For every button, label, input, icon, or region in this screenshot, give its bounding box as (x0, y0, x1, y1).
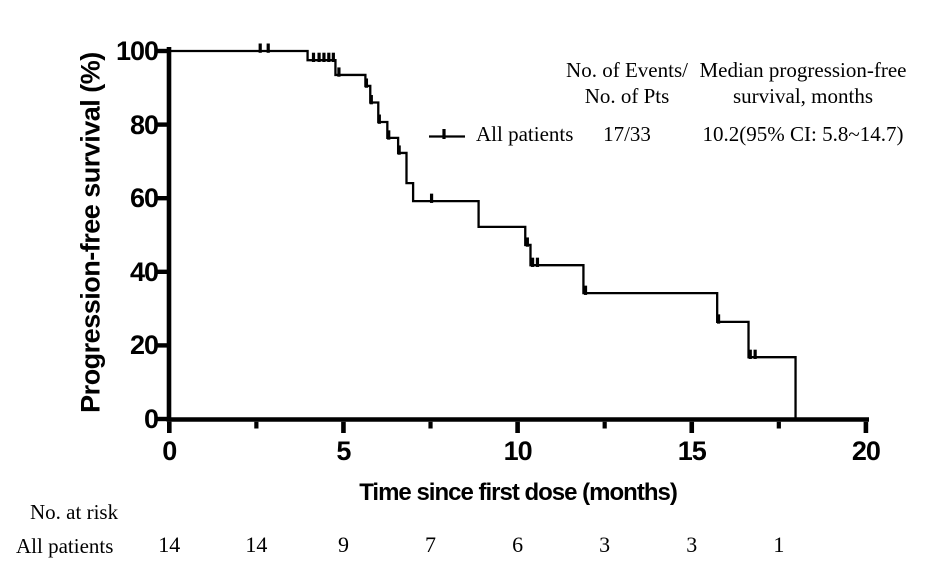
x-tick-label: 0 (162, 436, 177, 466)
x-axis-title: Time since first dose (months) (359, 479, 678, 506)
risk-table-value: 14 (158, 532, 181, 557)
x-tick-label: 20 (851, 436, 881, 466)
legend-header-median-line2: survival, months (733, 84, 873, 108)
risk-table-value: 6 (512, 532, 524, 557)
risk-table-value: 3 (686, 532, 698, 557)
legend-events-value: 17/33 (603, 122, 651, 146)
risk-table-value: 7 (425, 532, 437, 557)
legend-series-label: All patients (476, 122, 574, 146)
y-axis-title: Progression-free survival (%) (75, 52, 106, 413)
x-tick-label: 10 (503, 436, 533, 466)
legend-median-value: 10.2(95% CI: 5.8~14.7) (702, 122, 904, 146)
x-tick-label: 15 (677, 436, 707, 466)
risk-table-value: 1 (773, 532, 785, 557)
legend-header-events-line1: No. of Events/ (566, 58, 688, 82)
risk-table-title: No. at risk (30, 500, 119, 524)
censor-marker-icon (429, 129, 465, 139)
y-tick-label: 40 (129, 256, 159, 287)
x-tick-label: 5 (336, 436, 351, 466)
legend-header-events-line2: No. of Pts (584, 84, 670, 108)
y-tick-label: 0 (143, 404, 159, 434)
legend-header-median: Median progression-free survival, months (653, 57, 931, 109)
y-tick-label: 20 (129, 330, 159, 361)
risk-table-value: 9 (337, 532, 349, 557)
y-tick-label: 60 (129, 183, 159, 214)
y-tick-label: 100 (115, 36, 159, 66)
legend-header-median-line1: Median progression-free (699, 58, 907, 82)
risk-table-value: 14 (245, 532, 268, 557)
risk-table-row-label: All patients (16, 534, 114, 558)
y-tick-label: 80 (129, 109, 159, 140)
legend-header-events: No. of Events/ No. of Pts (517, 57, 737, 109)
risk-table-value: 3 (599, 532, 611, 557)
